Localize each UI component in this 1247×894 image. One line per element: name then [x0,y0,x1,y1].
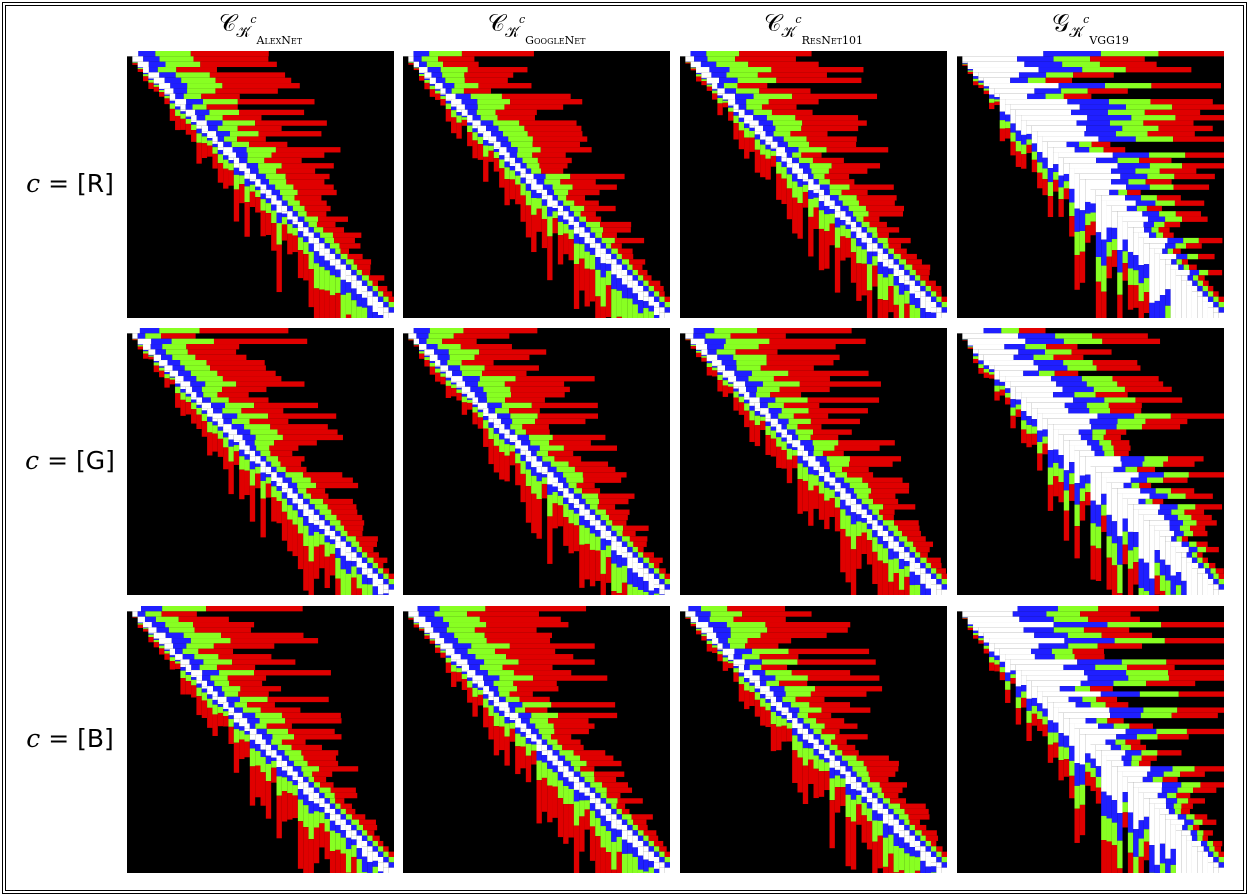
matrix-image [680,51,947,318]
row-variable: c [25,446,40,475]
matrix-image [403,606,670,873]
matrix-image [403,51,670,318]
column-header: 𝒞𝒦̆c GoogleNet [403,8,670,47]
row-relation: = [48,724,70,753]
row-label: c = [B] [20,724,120,753]
header-symbol: 𝒞 [763,9,782,37]
row-label: c = [R] [20,169,120,198]
row-value: [G] [75,446,115,475]
header-superscript: c [519,13,526,26]
header-kernel: 𝒦̆ [236,23,251,41]
column-header: 𝒞𝒦̆c AlexNet [127,8,394,47]
header-superscript: c [250,13,257,26]
matrix-image [680,606,947,873]
header-network: GoogleNet [525,34,586,47]
header-superscript: c [795,13,802,26]
header-network: ResNet101 [801,34,863,47]
matrix-image [957,328,1224,595]
header-symbol: 𝒢 [1052,9,1070,37]
header-kernel: 𝒦̆ [1069,23,1084,41]
header-network: AlexNet [256,34,303,47]
header-kernel: 𝒦̆ [781,23,796,41]
header-kernel: 𝒦̆ [505,23,519,41]
matrix-image [957,606,1224,873]
column-header: 𝒞𝒦̆c ResNet101 [680,8,947,47]
header-network: VGG19 [1089,34,1129,47]
matrix-image [127,328,394,595]
header-superscript: c [1083,13,1090,26]
column-header: 𝒢𝒦̆c VGG19 [957,8,1224,47]
matrix-image [680,328,947,595]
matrix-image [403,328,670,595]
row-relation: = [47,446,69,475]
row-label: c = [G] [20,446,120,475]
matrix-image [127,606,394,873]
row-variable: c [26,724,41,753]
header-symbol: 𝒞 [487,9,506,37]
row-value: [R] [76,169,114,198]
row-variable: c [26,169,41,198]
header-symbol: 𝒞 [218,9,237,37]
matrix-image [127,51,394,318]
matrix-image [957,51,1224,318]
row-relation: = [48,169,70,198]
row-value: [B] [77,724,114,753]
